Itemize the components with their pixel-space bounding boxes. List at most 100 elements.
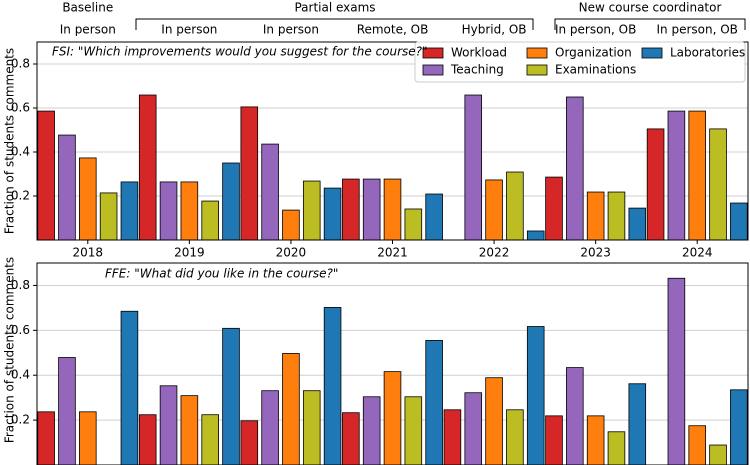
bar <box>159 181 178 241</box>
bar <box>37 411 55 465</box>
x-tick-label: 2021 <box>377 246 408 260</box>
bar <box>667 277 686 465</box>
legend-swatch <box>526 47 548 59</box>
bar <box>342 412 360 465</box>
bar <box>709 444 727 465</box>
legend: Workload Teaching Organization Examinations… <box>414 41 746 83</box>
legend-swatch <box>526 64 548 76</box>
bar <box>566 96 584 241</box>
legend-label: Examinations <box>555 63 636 77</box>
plot-frame <box>36 262 749 465</box>
y-tick-label: 0.2 <box>11 413 30 427</box>
group-label: Baseline <box>62 1 113 15</box>
bar <box>506 409 524 465</box>
mode-label: Remote, OB <box>357 23 429 37</box>
bar <box>709 128 727 241</box>
legend-swatch <box>422 64 444 76</box>
legend-swatch <box>641 47 663 59</box>
mode-label: In person, OB <box>657 23 738 37</box>
legend-box <box>414 41 746 83</box>
mode-label: Hybrid, OB <box>462 23 527 37</box>
y-tick-label: 0.8 <box>11 278 30 292</box>
group-label: New course coordinator <box>579 1 722 15</box>
legend-swatch <box>422 47 444 59</box>
mode-label: In person, OB <box>555 23 636 37</box>
bar <box>79 157 97 241</box>
bar <box>323 187 342 241</box>
bar <box>99 192 118 241</box>
x-tick-label: 2024 <box>682 246 713 260</box>
header-brackets <box>135 18 746 30</box>
bar <box>607 431 626 465</box>
legend-label: Laboratories <box>670 46 745 60</box>
bar <box>425 193 443 241</box>
bar <box>383 178 402 241</box>
bar <box>586 191 605 241</box>
group-label: Partial exams <box>294 1 375 15</box>
bar <box>180 181 199 241</box>
y-tick-label: 0.4 <box>11 368 30 382</box>
bar <box>159 385 178 465</box>
bar <box>443 409 462 465</box>
bar <box>120 310 139 465</box>
bar <box>362 396 381 465</box>
mode-label: In person <box>60 23 116 37</box>
bar <box>425 340 443 465</box>
bar <box>628 383 647 465</box>
y-axis-label: Fraction of students comments <box>3 48 17 234</box>
bar <box>607 191 626 241</box>
bar <box>646 128 665 241</box>
legend-label: Workload <box>451 46 507 60</box>
x-tick-label: 2019 <box>174 246 205 260</box>
bar <box>485 179 503 241</box>
bar <box>404 396 423 465</box>
bar <box>586 415 605 465</box>
panel-title: FFE: "What did you like in the course?" <box>105 267 338 281</box>
bracket <box>554 18 746 30</box>
bar <box>526 326 545 465</box>
y-tick-label: 0.2 <box>11 189 30 203</box>
x-tick-label: 2022 <box>479 246 510 260</box>
mode-label: In person <box>161 23 217 37</box>
y-tick-label: 0.6 <box>11 101 30 115</box>
bar <box>730 389 748 465</box>
bar <box>383 371 402 465</box>
x-tick-label: 2018 <box>73 246 104 260</box>
bar <box>566 367 584 465</box>
bar <box>201 414 219 465</box>
bar <box>37 110 55 241</box>
bar <box>464 94 483 241</box>
y-axis-label: Fraction of students comments <box>3 257 17 443</box>
bracket <box>135 18 534 30</box>
bar <box>526 230 545 241</box>
bar <box>222 327 240 465</box>
bar <box>545 176 563 241</box>
bar <box>545 415 563 465</box>
bar <box>404 208 423 241</box>
bar <box>282 353 300 465</box>
bar <box>342 178 360 241</box>
bar <box>302 180 321 241</box>
bar <box>628 207 647 241</box>
bar <box>688 425 706 465</box>
bar <box>261 390 279 465</box>
mode-label: In person <box>263 23 319 37</box>
bar <box>464 392 483 465</box>
bar <box>240 420 259 465</box>
bar <box>180 395 199 465</box>
bar <box>138 414 157 465</box>
x-tick-label: 2023 <box>580 246 611 260</box>
bar <box>667 110 686 241</box>
bar <box>79 411 97 465</box>
y-tick-label: 0.8 <box>11 57 30 71</box>
bar <box>261 143 279 241</box>
legend-label: Organization <box>555 46 632 60</box>
bar <box>323 307 342 465</box>
bar <box>120 181 139 241</box>
x-tick-label: 2020 <box>276 246 307 260</box>
y-tick-label: 0.4 <box>11 145 30 159</box>
bar <box>138 94 157 241</box>
bar <box>688 110 706 241</box>
legend-label: Teaching <box>450 63 504 77</box>
